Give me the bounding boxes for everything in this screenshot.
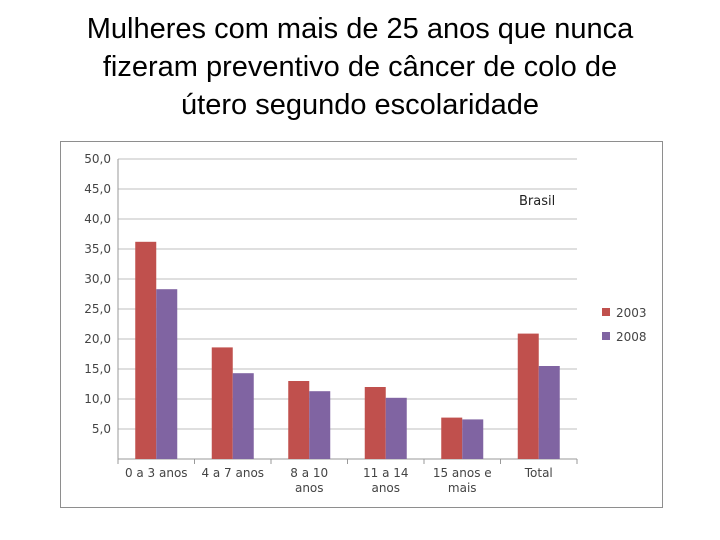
y-tick-label: 15,0 xyxy=(84,362,111,376)
y-tick-label: 45,0 xyxy=(84,182,111,196)
chart-annotation: Brasil xyxy=(519,194,555,209)
y-tick-label: 50,0 xyxy=(84,152,111,166)
x-tick-label: 15 anos e xyxy=(433,466,492,480)
x-tick-label: anos xyxy=(371,481,400,495)
bar-2008 xyxy=(309,391,331,459)
slide-title: Mulheres com mais de 25 anos que nunca f… xyxy=(0,10,720,124)
bar-2008 xyxy=(385,397,407,459)
bar-2008 xyxy=(156,289,178,459)
legend-swatch xyxy=(602,332,610,340)
bar-2003 xyxy=(211,347,233,459)
legend-label: 2008 xyxy=(616,330,647,344)
x-tick-label: 11 a 14 xyxy=(363,466,409,480)
bar-2003 xyxy=(288,381,310,459)
chart-frame: 5,0 10,0 15,0 20,0 25,0 30,0 35,0 40,0 45,0 50,0 0… xyxy=(60,141,663,508)
y-tick-label: 40,0 xyxy=(84,212,111,226)
title-line-3: útero segundo escolaridade xyxy=(181,89,539,121)
bar-2008 xyxy=(232,373,254,459)
y-tick-label: 25,0 xyxy=(84,302,111,316)
x-tick-label: 4 a 7 anos xyxy=(201,466,264,480)
bar-2003 xyxy=(517,333,539,459)
bar-chart: 5,0 10,0 15,0 20,0 25,0 30,0 35,0 40,0 45,0 50,0 0… xyxy=(84,152,647,495)
bar-2008 xyxy=(462,419,484,459)
y-tick-label: 10,0 xyxy=(84,392,111,406)
bar-2003 xyxy=(441,417,463,459)
bar-2003 xyxy=(364,387,386,459)
legend-swatch xyxy=(602,308,610,316)
y-tick-label: 20,0 xyxy=(84,332,111,346)
x-tick-label: anos xyxy=(295,481,324,495)
title-line-2: fizeram preventivo de câncer de colo de xyxy=(102,51,618,83)
y-tick-label: 5,0 xyxy=(92,422,111,436)
x-tick-label: mais xyxy=(448,481,477,495)
x-tick-label: 0 a 3 anos xyxy=(125,466,188,480)
x-tick-label: 8 a 10 xyxy=(290,466,328,480)
legend-label: 2003 xyxy=(616,306,647,320)
bar-2008 xyxy=(538,366,560,459)
x-tick-label: Total xyxy=(524,466,553,480)
y-tick-label: 35,0 xyxy=(84,242,111,256)
y-tick-label: 30,0 xyxy=(84,272,111,286)
title-line-1: Mulheres com mais de 25 anos que nunca xyxy=(86,13,634,45)
bar-2003 xyxy=(135,241,157,459)
